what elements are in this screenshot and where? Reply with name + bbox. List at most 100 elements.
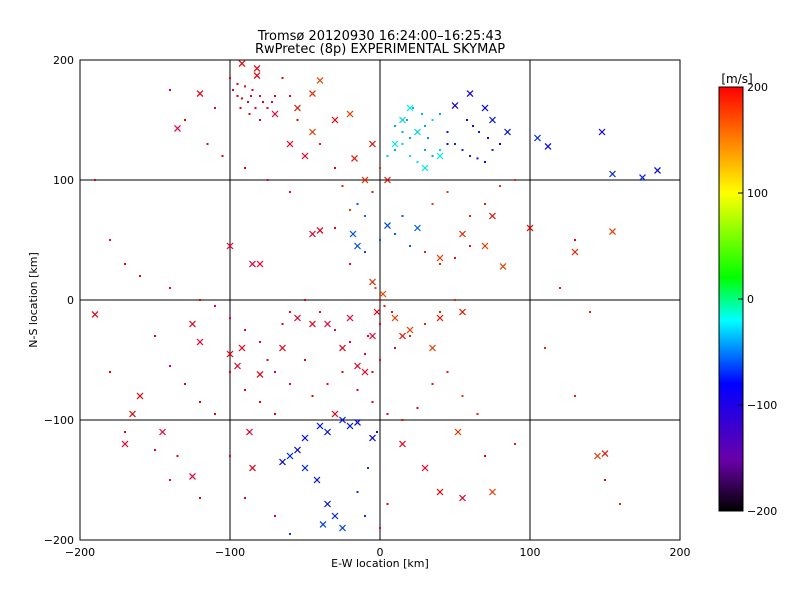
x-marker-stroke (594, 452, 601, 460)
data-point-x-marker (226, 350, 234, 358)
data-point-x-marker (256, 260, 264, 268)
data-point-x-marker (361, 368, 369, 376)
data-point-x-marker (238, 60, 246, 68)
data-point-x-marker (654, 166, 661, 174)
data-point-dot (244, 389, 246, 391)
data-point-dot (199, 299, 201, 301)
y-axis-ticks: −200 −100 0 100 200 (44, 54, 680, 547)
data-point-x-marker (459, 494, 466, 502)
x-marker-stroke (226, 242, 234, 250)
data-point-dot (469, 215, 471, 217)
x-marker-stroke (534, 134, 541, 142)
x-marker-stroke (354, 418, 361, 426)
data-point-x-marker (324, 428, 331, 436)
x-marker-stroke (466, 90, 474, 98)
x-marker-stroke (399, 332, 406, 340)
data-point-dot (124, 263, 126, 265)
data-point-x-marker (369, 278, 376, 286)
data-point-dot (356, 491, 359, 493)
data-point-dot (476, 413, 479, 415)
x-marker-stroke (339, 416, 346, 424)
data-point-x-marker (609, 170, 616, 178)
x-marker-stroke (454, 428, 462, 436)
x-marker-stroke (349, 230, 357, 238)
data-point-x-marker (489, 116, 496, 124)
data-point-dot (401, 215, 404, 217)
x-marker-stroke (654, 166, 661, 174)
data-point-dot (304, 299, 306, 301)
x-marker-stroke (489, 488, 496, 496)
data-point-dot (289, 533, 291, 535)
x-marker-stroke (309, 128, 316, 136)
x-marker-stroke (253, 72, 261, 80)
data-point-x-marker (499, 262, 507, 270)
data-point-x-marker (391, 140, 399, 148)
data-points (91, 60, 661, 535)
x-marker-stroke (238, 60, 246, 68)
data-point-x-marker (249, 464, 256, 472)
x-marker-stroke (379, 290, 387, 298)
data-point-x-marker (436, 152, 444, 160)
x-marker-stroke (346, 110, 354, 118)
data-point-dot (349, 209, 351, 211)
data-point-dot (244, 85, 246, 88)
x-marker-stroke (279, 458, 286, 466)
data-point-dot (109, 239, 111, 241)
data-point-dot (379, 299, 381, 301)
data-point-dot (416, 161, 419, 163)
data-point-x-marker (351, 154, 358, 162)
x-marker-stroke (238, 344, 246, 352)
x-marker-stroke (286, 140, 294, 148)
data-point-dot (424, 251, 426, 253)
data-point-x-marker (253, 64, 261, 72)
data-point-dot (431, 203, 434, 205)
data-point-dot (266, 179, 269, 181)
data-point-dot (254, 107, 257, 109)
data-point-dot (379, 323, 381, 325)
data-point-dot (376, 431, 378, 433)
data-point-x-marker (129, 410, 136, 418)
data-point-x-marker (369, 332, 376, 340)
data-point-dot (431, 383, 434, 385)
data-point-dot (454, 143, 456, 145)
data-point-x-marker (489, 212, 496, 220)
data-point-dot (371, 191, 374, 193)
data-point-x-marker (384, 176, 391, 184)
x-marker-stroke (489, 212, 496, 220)
x-marker-stroke (129, 410, 136, 418)
data-point-dot (259, 341, 261, 343)
data-point-dot (589, 311, 591, 313)
data-point-dot (244, 167, 246, 169)
data-point-dot (499, 143, 501, 145)
x-marker-stroke (429, 344, 436, 352)
data-point-dot (394, 149, 396, 151)
data-point-dot (409, 245, 411, 247)
x-marker-stroke (639, 174, 646, 182)
data-point-x-marker (279, 344, 286, 352)
x-marker-stroke (331, 410, 339, 418)
data-point-x-marker (598, 128, 606, 136)
x-marker-stroke (324, 428, 331, 436)
x-axis-ticks: −200 −100 0 100 200 (65, 60, 691, 559)
data-point-x-marker (301, 464, 309, 472)
x-marker-stroke (609, 228, 616, 236)
data-point-x-marker (309, 320, 316, 328)
data-point-x-marker (466, 90, 474, 98)
x-marker-stroke (301, 434, 309, 442)
x-marker-stroke (121, 440, 129, 448)
data-point-x-marker (249, 260, 256, 268)
x-marker-stroke (294, 446, 301, 454)
x-marker-stroke (339, 344, 346, 352)
data-point-dot (139, 275, 141, 277)
data-point-dot (391, 311, 393, 313)
data-point-dot (374, 287, 377, 289)
data-point-dot (326, 383, 329, 385)
x-marker-stroke (316, 76, 324, 84)
x-marker-stroke (421, 464, 429, 472)
data-point-dot (484, 203, 486, 205)
data-point-dot (349, 341, 351, 343)
data-point-dot (364, 251, 366, 253)
data-point-dot (281, 77, 284, 79)
x-marker-stroke (391, 314, 399, 322)
data-point-dot (94, 179, 96, 181)
